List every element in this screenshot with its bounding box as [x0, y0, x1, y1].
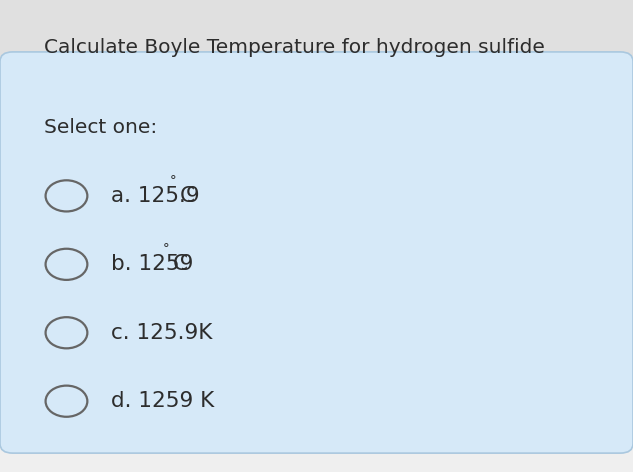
- Text: d. 1259 K: d. 1259 K: [111, 391, 214, 411]
- Text: °: °: [163, 242, 170, 255]
- Text: a. 125.9: a. 125.9: [111, 186, 199, 206]
- FancyBboxPatch shape: [0, 0, 633, 57]
- Text: C: C: [180, 186, 195, 206]
- Text: C: C: [173, 254, 188, 274]
- Text: Select one:: Select one:: [44, 118, 158, 137]
- Text: c. 125.9K: c. 125.9K: [111, 323, 212, 343]
- Text: Calculate Boyle Temperature for hydrogen sulfide: Calculate Boyle Temperature for hydrogen…: [44, 38, 545, 57]
- Text: b. 1259: b. 1259: [111, 254, 193, 274]
- Text: °: °: [170, 174, 177, 187]
- FancyBboxPatch shape: [0, 52, 633, 453]
